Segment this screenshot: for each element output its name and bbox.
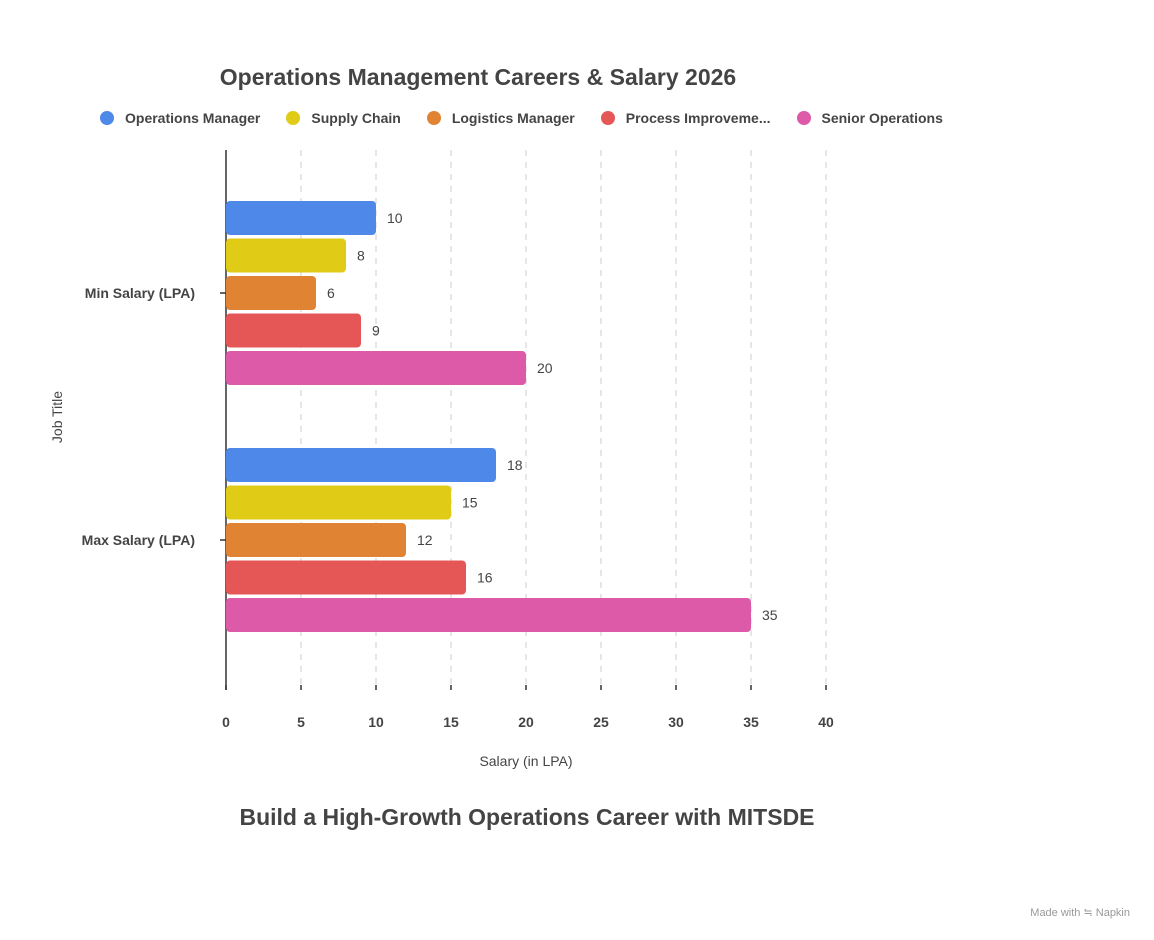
legend-dot [426, 111, 441, 125]
x-tick-label: 5 [297, 714, 305, 730]
napkin-credit: Made with ≒ Napkin [1030, 907, 1130, 919]
x-tick-label: 15 [443, 714, 459, 730]
legend-label: Process Improveme... [625, 110, 771, 126]
legend-label: Operations Manager [125, 110, 261, 126]
legend-dot [100, 111, 114, 125]
data-label: 12 [417, 532, 433, 548]
data-label: 18 [507, 457, 523, 473]
x-tick-label: 30 [668, 714, 684, 730]
data-label: 8 [357, 248, 365, 264]
legend-item: Process Improveme... [600, 110, 771, 126]
legend-item: Supply Chain [286, 110, 401, 126]
data-label: 9 [372, 323, 380, 339]
bar [226, 448, 496, 482]
legend-item: Operations Manager [100, 110, 260, 126]
y-tick-label: Max Salary (LPA) [82, 532, 195, 548]
bar [226, 313, 361, 348]
data-label: 15 [462, 495, 478, 511]
legend-item: Senior Operations [796, 110, 943, 126]
bar [226, 351, 526, 385]
data-label: 35 [762, 607, 778, 623]
legend-dot [286, 111, 301, 125]
chart-title: Operations Management Careers & Salary 2… [219, 64, 737, 90]
data-label: 10 [387, 210, 403, 226]
data-label: 6 [327, 285, 335, 301]
bar [226, 598, 751, 632]
x-axis-label: Salary (in LPA) [479, 753, 572, 769]
legend-item: Logistics Manager [426, 110, 575, 126]
x-tick-label: 20 [518, 714, 534, 730]
x-tick-label: 0 [222, 714, 230, 730]
bar [226, 560, 466, 595]
legend-label: Supply Chain [311, 110, 401, 126]
bar [226, 485, 451, 520]
data-label: 16 [477, 570, 493, 586]
legend: Operations Manager Supply Chain Logistics … [100, 110, 969, 126]
legend-dot [600, 111, 615, 125]
bar [226, 238, 346, 273]
y-axis-label: Job Title [49, 391, 65, 443]
x-tick-label: 10 [368, 714, 384, 730]
y-tick-label: Min Salary (LPA) [85, 285, 195, 301]
data-label: 20 [537, 360, 553, 376]
x-tick-label: 40 [818, 714, 834, 730]
x-tick-label: 25 [593, 714, 609, 730]
bar [226, 276, 316, 310]
legend-dot [796, 111, 811, 125]
x-tick-label: 35 [743, 714, 759, 730]
legend-label: Senior Operations [821, 110, 943, 126]
legend-label: Logistics Manager [451, 110, 575, 126]
bar [226, 201, 376, 235]
chart-subtitle: Build a High-Growth Operations Career wi… [239, 804, 815, 830]
bar [226, 523, 406, 557]
